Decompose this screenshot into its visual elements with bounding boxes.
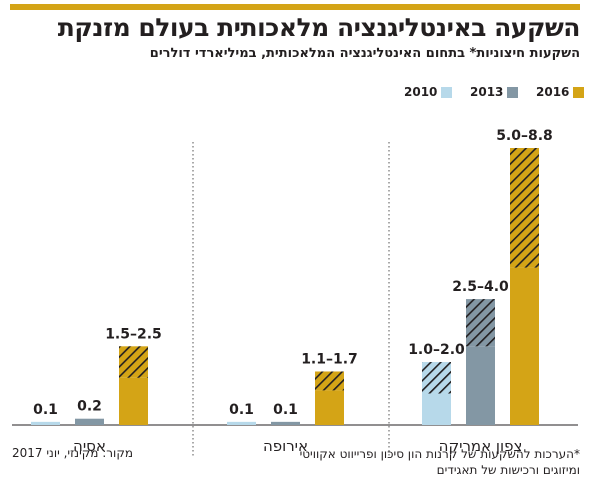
legend-item-2010: 2010 (404, 85, 453, 99)
bar-2010-group-2 (31, 421, 60, 425)
bar-2010-group-0 (422, 393, 451, 425)
legend-swatch-2013 (507, 86, 519, 98)
chart-subtitle: השקעות חיצוניות* בתחום האינטליגנציה המלא… (149, 46, 580, 61)
legend-label-2010: 2010 (404, 85, 438, 99)
data-label: 1.5–2.5 (105, 326, 162, 342)
data-label: 1.1–1.7 (301, 351, 358, 367)
category-label: אירופה (263, 437, 308, 455)
bar-2016-group-2 (119, 377, 148, 425)
bar-range-hatch-2016-group-2 (119, 346, 148, 378)
data-label: 2.5–4.0 (452, 279, 509, 295)
bar-2016-group-1 (315, 390, 344, 425)
legend-item-2016: 2016 (536, 85, 585, 99)
data-label: 0.1 (229, 402, 254, 418)
category-label: צפון אמריקה (439, 437, 523, 455)
chart-title: השקעה באינטליגנציה מלאכותית בעולם מזנקת (57, 13, 581, 42)
bar-2013-group-2 (75, 418, 104, 425)
chart-legend: 2010 2013 2016 (404, 85, 585, 101)
footnote-line-1: *הערכות להשקעות של קרנות הון סיכון ופריי… (299, 447, 580, 461)
data-label: 1.0–2.0 (408, 342, 465, 358)
bar-range-hatch-2016-group-0 (510, 148, 539, 268)
bar-2016-group-0 (510, 267, 539, 425)
bar-range-hatch-2016-group-1 (315, 371, 344, 391)
bar-2010-group-1 (227, 421, 256, 425)
bar-2013-group-0 (466, 346, 495, 425)
legend-label-2013: 2013 (470, 85, 504, 99)
data-label: 5.0–8.8 (496, 128, 553, 144)
source-note: מקור: מקינזי, יוני 2017 (12, 446, 133, 460)
footnote-line-2: ומיזוגים ורכישות של תאגידים (436, 463, 580, 477)
data-label: 0.2 (77, 399, 102, 415)
legend-swatch-2010 (441, 86, 453, 98)
legend-label-2016: 2016 (536, 85, 570, 99)
bar-range-hatch-2010-group-0 (422, 362, 451, 394)
header-accent-bar (10, 4, 580, 10)
legend-item-2013: 2013 (470, 85, 519, 99)
bar-2013-group-1 (271, 421, 300, 425)
legend-swatch-2016 (573, 86, 585, 98)
data-label: 0.1 (273, 402, 298, 418)
data-label: 0.1 (33, 402, 58, 418)
bar-range-hatch-2013-group-0 (466, 299, 495, 347)
category-label: אסיה (73, 437, 106, 455)
footnote: *הערכות להשקעות של קרנות הון סיכון ופריי… (260, 446, 580, 478)
